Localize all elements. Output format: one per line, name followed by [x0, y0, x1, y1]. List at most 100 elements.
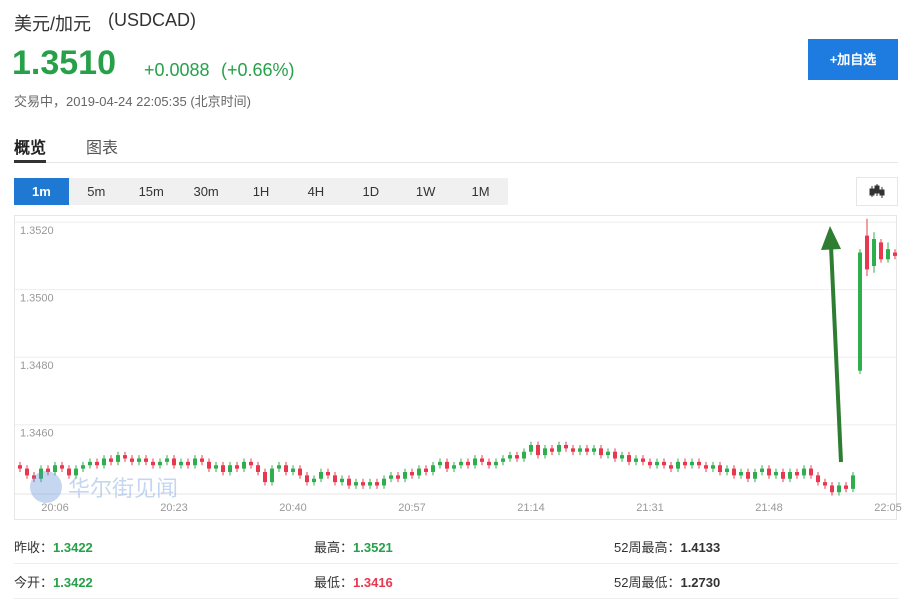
watermark-text: 华尔街见闻 — [68, 477, 178, 502]
watermark: 华尔街见闻 — [30, 471, 178, 503]
candle-body — [802, 468, 806, 476]
candle-body — [508, 455, 512, 459]
candle-body — [319, 471, 323, 479]
change: +0.0088 — [144, 60, 210, 80]
candle-body — [88, 461, 92, 466]
candle-body — [74, 468, 78, 476]
x-tick-label: 20:40 — [279, 502, 307, 514]
candle-body — [515, 455, 519, 459]
candle-body — [711, 465, 715, 469]
candle-body — [214, 465, 218, 469]
stat: 昨收：1.3422 — [14, 537, 93, 556]
candle-body — [158, 461, 162, 466]
period-button[interactable]: 1m — [14, 178, 69, 205]
candle-body — [613, 451, 617, 459]
candle-body — [788, 471, 792, 479]
candle-body — [872, 239, 876, 267]
stat-label: 昨收： — [14, 540, 54, 555]
candle-body — [592, 448, 596, 452]
period-button[interactable]: 15m — [138, 184, 164, 199]
candle-body — [123, 455, 127, 459]
candle-body — [578, 448, 582, 452]
candle-body — [270, 468, 274, 483]
period-button[interactable]: 1W — [415, 184, 436, 199]
candle-body — [298, 468, 302, 476]
candle-body — [697, 461, 701, 466]
candle-body — [60, 465, 64, 469]
stat-value: 1.3422 — [53, 575, 93, 590]
stat: 最高：1.3521 — [314, 537, 393, 556]
stat: 52周最高：1.4133 — [614, 537, 720, 556]
candle-body — [893, 252, 897, 256]
candle-body — [361, 482, 365, 486]
divider — [14, 162, 898, 163]
tab[interactable]: 概览 — [14, 140, 47, 157]
candle-body — [655, 461, 659, 466]
status: 交易中，2019-04-24 22:05:35 (北京时间) — [14, 94, 251, 109]
candle-body — [312, 478, 316, 483]
period-bar: 1m 5m 15m 30m 1H 4H 1D 1W 1M — [14, 178, 508, 205]
candle-body — [403, 471, 407, 479]
candle-body — [473, 458, 477, 466]
candle-body — [32, 475, 36, 479]
stat-label: 52周最低： — [614, 575, 681, 590]
title: 美元/加元 — [14, 14, 92, 34]
period-button[interactable]: 5m — [87, 184, 106, 199]
candle-body — [606, 451, 610, 456]
candle-body — [46, 468, 50, 472]
candle-body — [760, 468, 764, 472]
candle-body — [340, 478, 344, 483]
candle-body — [536, 444, 540, 456]
candle-body — [438, 461, 442, 466]
x-tick-label: 20:57 — [398, 502, 426, 514]
candle-body — [235, 465, 239, 469]
candle-body — [452, 465, 456, 469]
annotation-arrow — [821, 226, 843, 463]
period-button[interactable]: 30m — [193, 184, 219, 199]
candle-body — [879, 242, 883, 260]
candle-body — [445, 461, 449, 469]
candle-body — [256, 465, 260, 472]
chart-type-icon — [869, 184, 885, 198]
period-button[interactable]: 4H — [307, 184, 325, 199]
candle-body — [522, 451, 526, 459]
candle-body — [375, 482, 379, 486]
symbol: (USDCAD) — [108, 10, 196, 30]
candle-body — [774, 471, 778, 476]
candle-body — [459, 461, 463, 466]
add-watchlist-button[interactable]: +加自选 — [808, 39, 898, 80]
arrow-shaft — [829, 245, 843, 463]
candle-body — [277, 465, 281, 469]
stats-row: 今开：1.3422 最低：1.3416 52周最低：1.2730 — [14, 563, 898, 599]
candle-body — [284, 465, 288, 472]
candle-body — [410, 471, 414, 476]
chart: 1.3460 1.3480 1.3500 1.3520 20:06 20:23 20:40 2… — [15, 218, 902, 514]
candle-body — [599, 448, 603, 456]
candle-body — [543, 448, 547, 456]
price: 1.3510 — [12, 44, 116, 82]
candle-body — [417, 468, 421, 476]
candle-body — [102, 458, 106, 466]
tab[interactable]: 图表 — [86, 140, 119, 157]
stat: 最低：1.3416 — [314, 572, 393, 591]
candle-body — [186, 461, 190, 466]
candle-body — [795, 471, 799, 476]
candle-body — [550, 448, 554, 452]
candle-body — [648, 461, 652, 466]
period-button[interactable]: 1D — [362, 184, 380, 199]
candle-body — [886, 249, 890, 260]
y-tick-label: 1.3480 — [20, 360, 54, 372]
candle-body — [242, 461, 246, 469]
period-button[interactable]: 1H — [252, 184, 270, 199]
candle-body — [130, 458, 134, 462]
candle-body — [816, 475, 820, 483]
candle-body — [781, 471, 785, 479]
stat-value: 1.4133 — [680, 540, 721, 555]
candle-body — [704, 465, 708, 469]
candle-body — [767, 468, 771, 476]
candle-body — [627, 455, 631, 462]
chart-type-button[interactable] — [856, 177, 898, 206]
candle-body — [466, 461, 470, 466]
x-tick-label: 21:14 — [517, 502, 545, 514]
period-button[interactable]: 1M — [471, 184, 490, 199]
